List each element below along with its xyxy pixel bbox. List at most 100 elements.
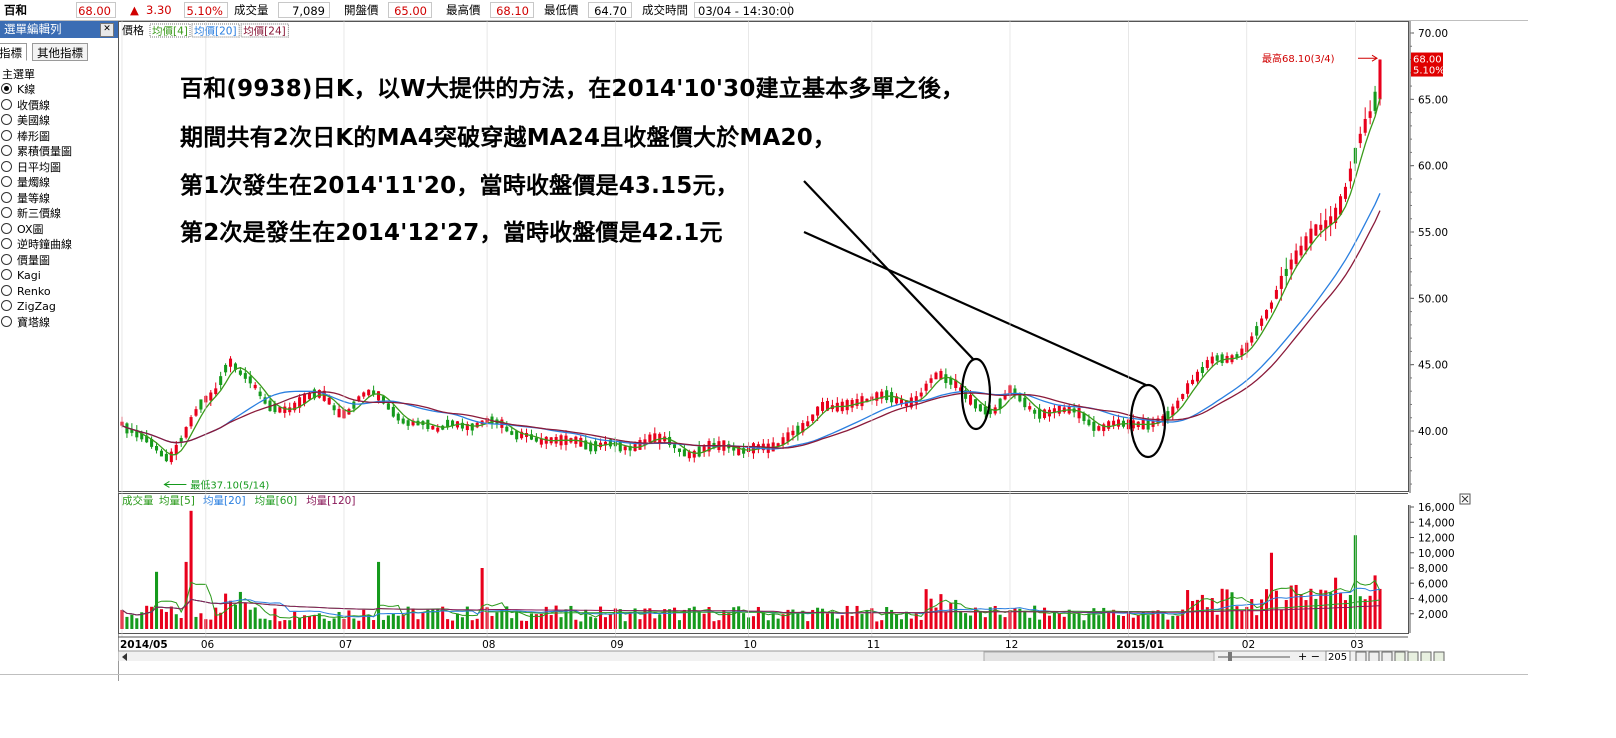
last-price-label: 68.00 (1413, 55, 1442, 66)
chart-type-item[interactable]: K線 (0, 82, 118, 98)
volume-bar (579, 621, 583, 629)
tab-other-indicators[interactable]: 其他指標 (32, 43, 88, 61)
volume-bar (1314, 598, 1318, 629)
radio-icon[interactable] (1, 315, 12, 327)
volume-bar (603, 617, 607, 629)
chart-type-item[interactable]: 美國線 (0, 113, 118, 129)
volume-bar (599, 606, 603, 629)
volume-legend-item: 均量[5] (159, 495, 195, 507)
candle (850, 399, 854, 408)
volume-bar (663, 609, 667, 629)
volume-bar (1102, 607, 1106, 629)
chart-type-item[interactable]: OX圖 (0, 222, 118, 238)
volume-bar (372, 620, 376, 629)
radio-icon[interactable] (1, 222, 12, 234)
candle (1166, 411, 1170, 421)
candle (243, 373, 247, 379)
chart-type-item[interactable]: 寶塔線 (0, 315, 118, 331)
volume-bar (648, 608, 652, 629)
volume-bar (786, 609, 790, 629)
chart-type-item[interactable]: ZigZag (0, 299, 118, 315)
close-icon[interactable]: ✕ (100, 23, 114, 37)
chart-type-item[interactable]: 量等線 (0, 191, 118, 207)
candle (283, 406, 287, 413)
volume-bar (520, 620, 524, 629)
candle (1265, 309, 1269, 319)
candle (396, 413, 400, 421)
chart-type-item[interactable]: Renko (0, 284, 118, 300)
candle (145, 435, 149, 443)
stock-chart[interactable]: 價格 均價[4] 均價[20] 均價[24] 70.00 65.00 60.00 55.00 5… (118, 21, 1528, 661)
chart-type-item[interactable]: 累積價量圖 (0, 144, 118, 160)
volume-bar (322, 618, 326, 629)
candle (1107, 421, 1111, 429)
volume-bar (1279, 609, 1283, 629)
candle (1161, 415, 1165, 421)
radio-icon[interactable] (1, 98, 12, 110)
volume-bar (554, 605, 558, 629)
nav-left-icon (1355, 651, 1367, 661)
candle (1003, 393, 1007, 400)
menu-header: 主選單 (2, 68, 35, 81)
volume-bar (924, 589, 928, 629)
chart-type-item[interactable]: 價量圖 (0, 253, 118, 269)
candle (401, 418, 405, 424)
chart-type-item[interactable]: 收價線 (0, 98, 118, 114)
candle (875, 392, 879, 401)
candle (865, 398, 869, 403)
radio-icon[interactable] (1, 238, 12, 249)
volume-bar (391, 613, 395, 629)
radio-icon[interactable] (1, 300, 12, 311)
scroll-thumb (983, 651, 1215, 661)
volume-bar (1171, 615, 1175, 629)
tab-indicators[interactable]: 指標 (0, 43, 27, 61)
volume-bar (500, 610, 504, 629)
candle (529, 434, 533, 440)
chart-type-item[interactable]: 日平均圖 (0, 160, 118, 176)
radio-icon[interactable] (1, 129, 12, 141)
candle (1077, 407, 1081, 419)
radio-icon[interactable] (1, 145, 12, 156)
candle (1260, 318, 1264, 326)
volume-bar (312, 615, 316, 629)
candle (579, 437, 583, 447)
candle (214, 388, 218, 395)
chart-type-item[interactable]: 量燭線 (0, 175, 118, 191)
chart-type-item[interactable]: 新三價線 (0, 206, 118, 222)
volume-bar (959, 611, 963, 629)
radio-icon[interactable] (1, 114, 12, 125)
candle (293, 402, 297, 411)
volume-bar (988, 607, 992, 629)
legend-box (149, 23, 191, 38)
radio-icon[interactable] (1, 253, 12, 265)
radio-icon[interactable] (1, 160, 12, 172)
radio-icon[interactable] (1, 191, 12, 203)
y-tick-label: 70.00 (1418, 28, 1448, 40)
chart-type-label: 美國線 (17, 114, 50, 127)
candle (1181, 394, 1185, 399)
radio-icon[interactable] (1, 207, 12, 218)
annotation-line-4: 第2次是發生在2014'12'27，當時收盤價是42.1元 (180, 220, 723, 246)
candle (959, 387, 963, 391)
chart-type-item[interactable]: 逆時鐘曲線 (0, 237, 118, 253)
radio-icon[interactable] (1, 284, 12, 296)
radio-icon[interactable] (1, 176, 12, 187)
last-price-flag (1411, 52, 1443, 77)
radio-icon[interactable] (1, 269, 12, 280)
chart-type-item[interactable]: Kagi (0, 268, 118, 284)
volume-bar (431, 609, 435, 629)
volume-bar (806, 621, 810, 629)
candle (510, 431, 514, 435)
candle (899, 399, 903, 405)
candle (653, 433, 657, 442)
candle (317, 390, 321, 398)
volume-bar (1052, 611, 1056, 629)
volume-bar (406, 606, 410, 629)
volume-bar (1131, 617, 1135, 629)
candle (628, 445, 632, 451)
radio-icon[interactable] (1, 83, 12, 94)
volume-bar (1284, 600, 1288, 629)
candle (885, 390, 889, 401)
chart-type-label: 價量圖 (17, 253, 50, 267)
chart-type-item[interactable]: 棒形圖 (0, 129, 118, 145)
